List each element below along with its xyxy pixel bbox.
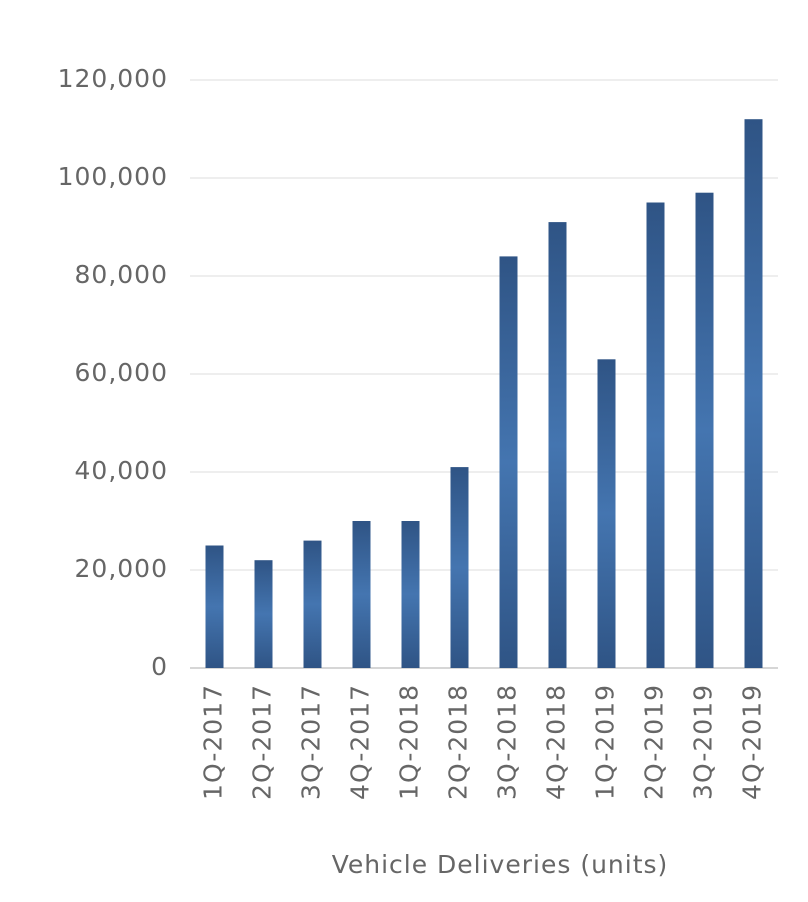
bar (646, 202, 665, 668)
bar (205, 545, 224, 668)
x-tick-label: 4Q-2017 (346, 684, 375, 800)
y-tick-label: 120,000 (58, 64, 168, 93)
x-tick-label: 3Q-2018 (493, 684, 522, 800)
bar (401, 521, 420, 668)
y-tick-label: 80,000 (75, 260, 168, 289)
x-tick-label: 1Q-2017 (199, 684, 228, 800)
x-axis-label: Vehicle Deliveries (units) (332, 850, 669, 879)
bar (254, 560, 273, 668)
bar (352, 521, 371, 668)
bar (450, 467, 469, 668)
bar (695, 192, 714, 668)
y-tick-label: 40,000 (75, 456, 168, 485)
x-tick-label: 2Q-2017 (248, 684, 277, 800)
x-tick-label: 1Q-2019 (591, 684, 620, 800)
x-tick-label: 4Q-2019 (738, 684, 767, 800)
bar (744, 119, 763, 668)
y-tick-label: 100,000 (58, 162, 168, 191)
bar (499, 256, 518, 668)
x-tick-label: 2Q-2018 (444, 684, 473, 800)
x-tick-label: 3Q-2019 (689, 684, 718, 800)
y-tick-label: 0 (151, 652, 168, 681)
y-tick-label: 60,000 (75, 358, 168, 387)
x-tick-label: 2Q-2019 (640, 684, 669, 800)
bar (303, 540, 322, 668)
x-tick-label: 1Q-2018 (395, 684, 424, 800)
x-tick-label: 4Q-2018 (542, 684, 571, 800)
bar (597, 359, 616, 668)
y-tick-label: 20,000 (75, 554, 168, 583)
bar (548, 222, 567, 668)
x-tick-label: 3Q-2017 (297, 684, 326, 800)
